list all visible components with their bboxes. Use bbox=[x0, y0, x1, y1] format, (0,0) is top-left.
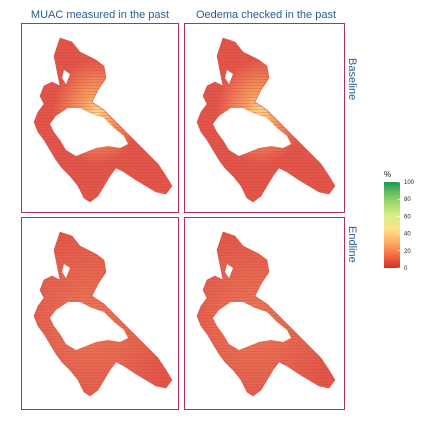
lake-shape bbox=[50, 108, 128, 156]
panel-endline-muac-map bbox=[33, 231, 173, 397]
panel-baseline-oedema-map bbox=[196, 37, 336, 203]
column-strip-label-muac: MUAC measured in the past bbox=[31, 9, 169, 21]
region-gap bbox=[62, 264, 70, 278]
legend-tick-label: 60 bbox=[404, 214, 411, 220]
legend-tick-label: 40 bbox=[404, 232, 411, 238]
legend-tick-label: 20 bbox=[404, 249, 411, 255]
lake-shape bbox=[213, 108, 291, 156]
panel-baseline-muac-frame bbox=[21, 23, 179, 213]
legend-tick-label: 100 bbox=[404, 180, 415, 186]
legend-tick-label: 80 bbox=[404, 197, 411, 203]
panel-endline-oedema-map bbox=[196, 231, 336, 397]
legend-title: % bbox=[384, 170, 391, 179]
row-strip-label-baseline: Baseline bbox=[346, 58, 358, 100]
region-gap bbox=[62, 70, 70, 84]
lake-shape bbox=[213, 302, 291, 350]
region-gap bbox=[225, 264, 233, 278]
legend-colorbar bbox=[384, 182, 400, 268]
panel-baseline-muac-map bbox=[33, 37, 173, 203]
panel-endline-muac-frame bbox=[21, 217, 179, 410]
panel-baseline-oedema-frame bbox=[184, 23, 345, 213]
color-legend: % 0 20 40 60 80 100 bbox=[384, 170, 415, 272]
legend-ticks: 0 20 40 60 80 100 bbox=[397, 180, 415, 272]
column-strip-label-oedema: Oedema checked in the past bbox=[196, 9, 336, 21]
row-strip-label-endline: Endline bbox=[346, 226, 358, 263]
region-gap bbox=[225, 70, 233, 84]
legend-tick-label: 0 bbox=[404, 266, 408, 272]
lake-shape bbox=[50, 302, 128, 350]
panel-endline-oedema-frame bbox=[184, 217, 345, 410]
